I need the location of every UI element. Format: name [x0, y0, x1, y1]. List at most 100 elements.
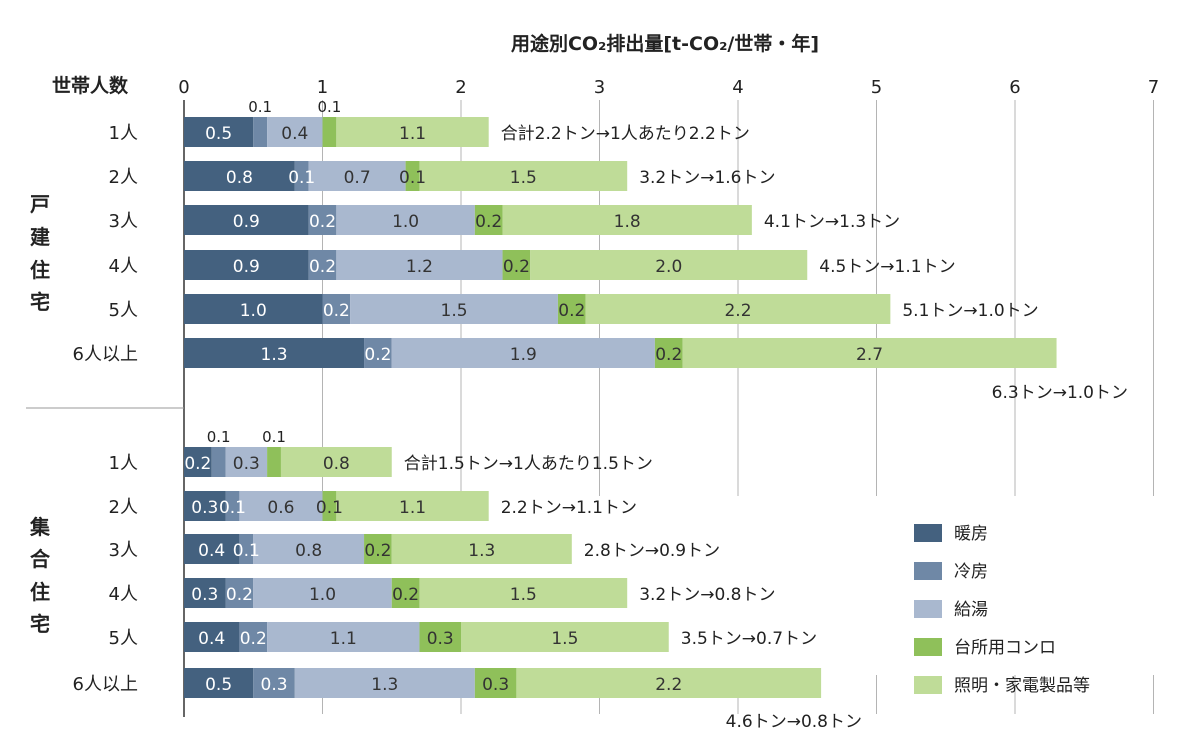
segment-value-label: 1.2 [406, 257, 433, 277]
bar-segment [682, 338, 1057, 368]
segment-value-label: 0.2 [655, 345, 682, 365]
x-tick-label: 5 [871, 77, 882, 98]
segment-value-label: 0.3 [191, 585, 218, 605]
segment-value-label: 0.8 [226, 168, 253, 188]
bar-segment [239, 622, 268, 652]
group-name-char: 集 [29, 515, 51, 539]
segment-value-label: 0.2 [240, 629, 267, 649]
segment-value-label: 1.0 [240, 301, 267, 321]
segment-value-label: 0.8 [323, 454, 350, 474]
bar-segment [336, 250, 503, 280]
bar-segment [184, 491, 226, 521]
bar-segment [516, 668, 822, 698]
x-tick-label: 6 [1009, 77, 1020, 98]
total-label: 3.2トン→0.8トン [639, 585, 775, 605]
bar-segment [294, 161, 309, 191]
segment-value-label: 0.2 [323, 301, 350, 321]
x-tick-label: 4 [732, 77, 743, 98]
segment-value-label: 0.3 [427, 629, 454, 649]
bar-segment [184, 205, 309, 235]
segment-value-label: 0.1 [317, 98, 341, 116]
labels: 用途別CO₂排出量[t-CO₂/世帯・年] 世帯人数 0 1 2 3 4 5 6 7戸建住宅1… [29, 32, 1159, 732]
bar-segment [267, 447, 281, 477]
group-name-char: 建 [30, 225, 50, 249]
segment-value-label: 0.1 [399, 168, 426, 188]
bar-segment [474, 205, 503, 235]
segment-value-label: 0.1 [262, 428, 286, 446]
legend-label: 照明・家電製品等 [954, 676, 1090, 696]
segment-value-label: 0.7 [344, 168, 371, 188]
group-name-char: 戸 [30, 192, 50, 216]
total-label: 2.8トン→0.9トン [584, 541, 720, 561]
segment-value-label: 0.1 [207, 428, 231, 446]
bar-segment [364, 338, 392, 368]
legend-swatch [914, 562, 942, 580]
segment-value-label: 0.2 [309, 212, 336, 232]
bar-segment [419, 161, 628, 191]
bar-segment [336, 205, 475, 235]
bar-segment [253, 534, 365, 564]
x-tick-label: 3 [594, 77, 605, 98]
segment-value-label: 0.2 [392, 585, 419, 605]
x-tick-label: 7 [1148, 77, 1159, 98]
segment-value-label: 0.9 [233, 212, 260, 232]
bar-segment [184, 117, 254, 147]
row-label: 6人以上 [73, 674, 138, 695]
bar-segment [419, 578, 628, 608]
bar-segment [225, 578, 254, 608]
row-label: 3人 [109, 211, 138, 232]
segment-value-label: 1.3 [468, 541, 495, 561]
chart-title: 用途別CO₂排出量[t-CO₂/世帯・年] [511, 32, 819, 55]
bar-segment [322, 294, 351, 324]
bar-segment [294, 668, 475, 698]
segment-value-label: 0.2 [184, 454, 211, 474]
segment-value-label: 2.7 [856, 345, 883, 365]
segment-value-label: 0.1 [219, 498, 246, 518]
segment-value-label: 0.1 [288, 168, 315, 188]
segment-value-label: 0.3 [233, 454, 260, 474]
legend-swatch [914, 638, 942, 656]
row-label: 1人 [109, 123, 138, 144]
segment-value-label: 1.5 [510, 585, 537, 605]
bar-segment [267, 117, 323, 147]
total-label: 4.1トン→1.3トン [764, 212, 900, 232]
bar-segment [184, 250, 309, 280]
segment-value-label: 1.3 [261, 345, 288, 365]
row-label: 4人 [109, 584, 138, 605]
segment-value-label: 1.5 [441, 301, 468, 321]
segment-value-label: 0.2 [558, 301, 585, 321]
total-label: 合計1.5トン→1人あたり1.5トン [404, 454, 653, 474]
row-label: 4人 [109, 256, 138, 277]
bar-segment [184, 338, 365, 368]
bar-segment [502, 250, 531, 280]
segment-value-label: 1.0 [309, 585, 336, 605]
bar-segment [391, 534, 572, 564]
bar-segment [391, 578, 420, 608]
bar-segment [336, 491, 489, 521]
segment-value-label: 0.2 [364, 345, 391, 365]
bar-segment [211, 447, 226, 477]
bar-segment [184, 534, 240, 564]
row-label: 3人 [109, 540, 138, 561]
segment-value-label: 0.2 [309, 257, 336, 277]
legend-swatch [914, 524, 942, 542]
x-tick-label: 2 [455, 77, 466, 98]
bar-segment [530, 250, 808, 280]
total-label: 4.6トン→0.8トン [726, 712, 862, 732]
segment-value-label: 0.5 [205, 124, 232, 144]
bar-segment [419, 622, 461, 652]
bar-segment [280, 447, 392, 477]
group-name-char: 住 [30, 258, 50, 282]
segment-value-label: 2.0 [655, 257, 682, 277]
bar-segment [585, 294, 891, 324]
segment-value-label: 0.2 [475, 212, 502, 232]
bar-segment [239, 491, 323, 521]
bar-segment [184, 447, 212, 477]
segment-value-label: 0.3 [191, 498, 218, 518]
total-label: 2.2トン→1.1トン [501, 498, 637, 518]
segment-value-label: 1.1 [399, 498, 426, 518]
bar-segment [308, 250, 337, 280]
total-label: 3.2トン→1.6トン [639, 168, 775, 188]
